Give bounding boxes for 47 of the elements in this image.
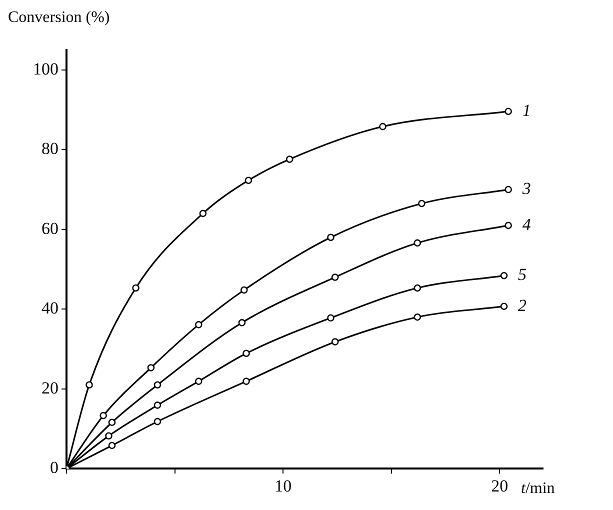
series-label: 1: [522, 100, 531, 120]
x-tick-label: 10: [274, 476, 292, 496]
point: [154, 402, 162, 409]
series-label: 5: [518, 265, 527, 284]
point: [414, 313, 422, 321]
point: [414, 284, 422, 292]
point: [194, 378, 202, 385]
point: [504, 222, 512, 230]
point: [86, 381, 93, 389]
point: [105, 432, 112, 440]
point: [199, 210, 207, 218]
point: [132, 284, 140, 292]
series-label: 3: [521, 179, 531, 198]
point: [327, 234, 334, 242]
point: [147, 364, 155, 372]
point: [414, 239, 422, 247]
y-tick-label: 100: [33, 59, 58, 78]
y-tick-label: 60: [42, 218, 58, 238]
point: [327, 314, 334, 322]
y-tick-label: 40: [42, 298, 58, 318]
point: [500, 302, 508, 310]
point: [194, 321, 202, 328]
point: [379, 122, 386, 130]
point: [240, 286, 248, 294]
point: [504, 108, 512, 116]
y-tick-label: 80: [42, 139, 58, 158]
point: [108, 418, 116, 426]
series-label: 4: [522, 214, 532, 234]
point: [244, 176, 252, 184]
point: [331, 338, 339, 346]
series-label: 2: [518, 296, 528, 315]
point: [500, 272, 508, 280]
x-axis-title: t/min: [521, 480, 555, 497]
point: [100, 412, 107, 420]
y-axis-title: Conversion (%): [8, 9, 110, 26]
y-tick-label: 0: [50, 458, 58, 478]
point: [286, 156, 294, 163]
point: [238, 319, 246, 326]
point: [331, 274, 339, 281]
point: [242, 378, 250, 385]
point: [418, 200, 426, 208]
point: [154, 381, 162, 389]
point: [154, 418, 162, 426]
point: [504, 186, 512, 194]
point: [108, 442, 116, 450]
point: [242, 350, 250, 358]
y-tick-label: 20: [42, 378, 58, 398]
